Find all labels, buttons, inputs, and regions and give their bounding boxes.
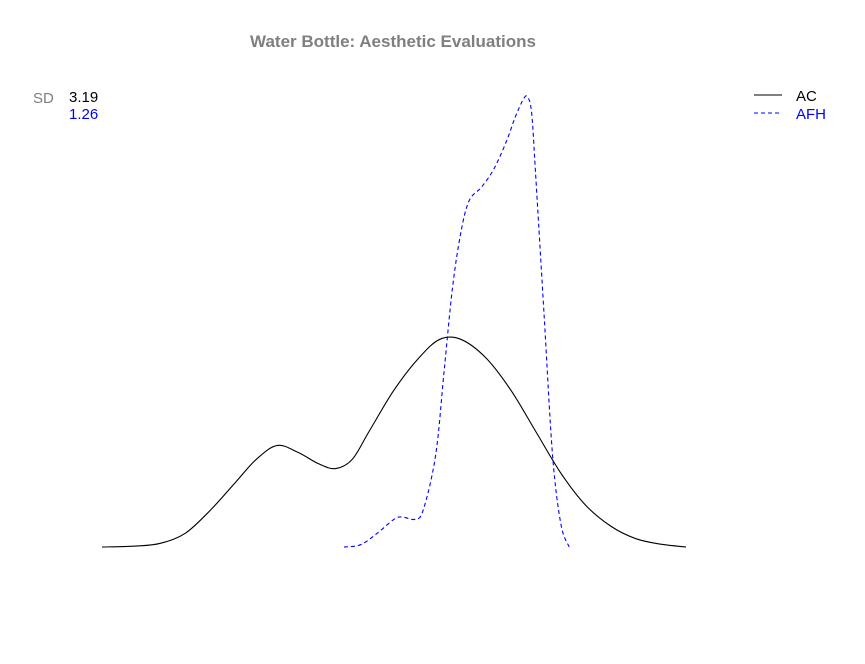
sd-label: SD	[33, 90, 54, 107]
density-curve-afh	[343, 95, 570, 548]
sd-value-ac: 3.19	[69, 89, 98, 106]
legend-label-afh: AFH	[796, 106, 826, 123]
legend: AC AFH	[754, 88, 826, 123]
plot-area	[101, 95, 687, 548]
chart-title: Water Bottle: Aesthetic Evaluations	[250, 32, 536, 51]
density-curve-ac	[101, 336, 687, 548]
sd-value-afh: 1.26	[69, 106, 98, 123]
legend-label-ac: AC	[796, 88, 817, 105]
